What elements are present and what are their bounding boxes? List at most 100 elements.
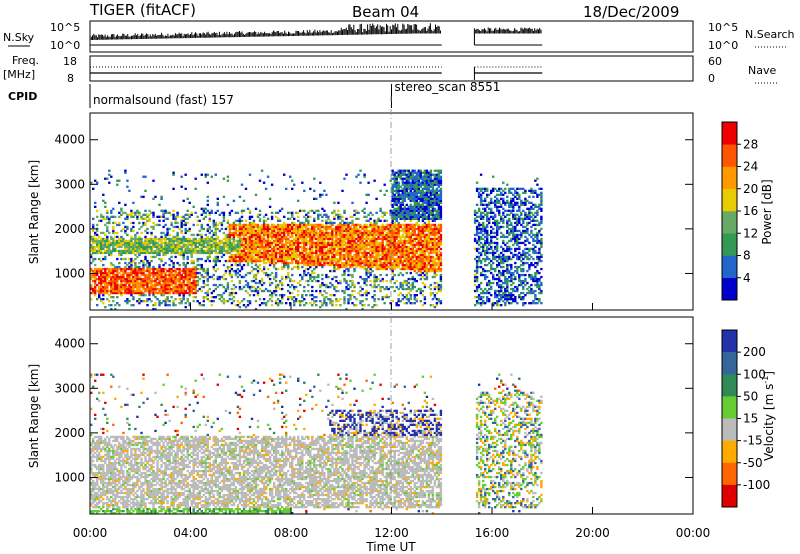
heatmap-cell [214,241,217,245]
heatmap-cell [128,279,131,283]
heatmap-cell [343,279,346,283]
heatmap-cell [343,300,346,303]
heatmap-cell [403,189,406,192]
heatmap-cell [188,291,191,295]
heatmap-cell [204,239,207,243]
heatmap-cell [120,267,123,271]
heatmap-cell [182,275,185,279]
heatmap-cell [419,225,422,229]
heatmap-cell [343,291,346,295]
heatmap-cell [194,243,197,247]
heatmap-cell [176,213,179,216]
heatmap-cell [170,247,173,251]
heatmap-cell [417,217,420,220]
heatmap-cell [399,261,402,265]
heatmap-cell [220,294,224,297]
heatmap-cell [359,251,362,255]
heatmap-cell [373,237,376,241]
heatmap-cell [421,187,425,190]
heatmap-cell [313,223,316,227]
heatmap-cell [355,253,358,257]
heatmap-cell [212,249,215,253]
heatmap-cell [413,205,416,208]
heatmap-cell [379,241,382,245]
heatmap-cell [258,219,262,222]
heatmap-cell [417,241,420,245]
heatmap-cell [379,265,382,269]
heatmap-cell [323,283,326,287]
heatmap-cell [391,247,394,251]
heatmap-cell [309,239,312,243]
heatmap-cell [250,221,254,225]
heatmap-cell [194,245,197,249]
heatmap-cell [232,249,236,253]
heatmap-cell [325,243,328,247]
heatmap-cell [104,306,107,309]
heatmap-cell [407,291,410,295]
heatmap-cell [210,304,213,307]
heatmap-cell [198,257,201,261]
heatmap-cell [180,229,183,233]
heatmap-cell [401,253,404,257]
heatmap-cell [130,271,133,275]
heatmap-cell [182,277,185,281]
heatmap-cell [234,259,238,263]
heatmap-cell [244,247,248,251]
heatmap-cell [321,283,324,287]
heatmap-cell [224,233,228,237]
heatmap-cell [395,201,398,204]
heatmap-cell [268,233,272,237]
heatmap-cell [128,275,131,279]
heatmap-cell [250,229,254,233]
heatmap-cell [272,225,276,229]
heatmap-cell [126,285,129,289]
heatmap-cell [150,277,153,281]
heatmap-cell [413,296,416,299]
heatmap-cell [192,205,195,208]
heatmap-cell [367,291,370,295]
heatmap-cell [381,296,384,299]
heatmap-cell [409,261,412,265]
heatmap-cell [349,227,352,231]
heatmap-cell [405,227,408,231]
heatmap-cell [120,251,123,255]
heatmap-cell [291,221,294,225]
heatmap-cell [317,261,320,265]
heatmap-cell [196,300,199,303]
heatmap-cell [333,287,336,291]
heatmap-cell [381,225,384,229]
heatmap-cell [373,225,376,229]
heatmap-cell [419,185,422,188]
heatmap-cell [242,223,246,227]
heatmap-cell [407,185,410,188]
heatmap-cell [100,247,103,251]
heatmap-cell [198,302,201,305]
heatmap-cell [305,253,308,257]
heatmap-cell [186,281,189,285]
heatmap-cell [409,187,412,190]
heatmap-cell [327,241,330,245]
heatmap-cell [116,291,119,295]
heatmap-cell [104,245,107,249]
heatmap-cell [399,169,402,172]
heatmap-cell [204,269,207,273]
heatmap-cell [142,273,145,277]
heatmap-cell [162,269,165,273]
heatmap-cell [188,251,191,255]
heatmap-cell [393,183,396,186]
heatmap-cell [411,302,414,305]
heatmap-cell [307,241,310,245]
heatmap-cell [369,279,372,283]
heatmap-cell [367,255,370,259]
heatmap-cell [136,231,139,235]
heatmap-cell [379,287,382,291]
heatmap-cell [347,269,350,273]
heatmap-cell [240,275,244,279]
heatmap-cell [311,251,314,255]
heatmap-cell [401,298,404,301]
heatmap-cell [272,289,276,293]
heatmap-cell [311,237,314,241]
heatmap-cell [112,231,115,235]
heatmap-cell [240,300,244,303]
heatmap-cell [377,298,380,301]
